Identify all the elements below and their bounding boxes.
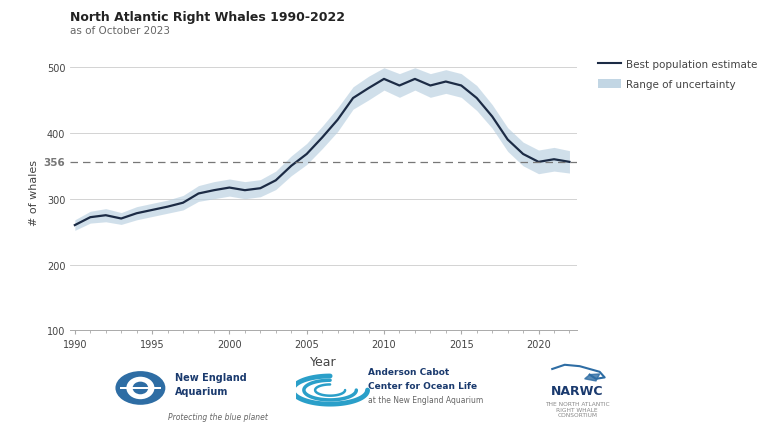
Text: Anderson Cabot: Anderson Cabot: [367, 367, 448, 376]
Text: 356: 356: [44, 158, 65, 167]
Legend: Best population estimate, Range of uncertainty: Best population estimate, Range of uncer…: [597, 60, 757, 90]
X-axis label: Year: Year: [310, 355, 337, 368]
Text: North Atlantic Right Whales 1990-2022: North Atlantic Right Whales 1990-2022: [70, 11, 346, 24]
FancyArrow shape: [120, 387, 161, 389]
Ellipse shape: [115, 371, 165, 405]
Ellipse shape: [133, 382, 148, 394]
Text: Aquarium: Aquarium: [175, 387, 228, 396]
Text: NARWC: NARWC: [551, 384, 604, 397]
Y-axis label: # of whales: # of whales: [29, 160, 38, 226]
Polygon shape: [585, 374, 600, 381]
Text: THE NORTH ATLANTIC
RIGHT WHALE
CONSORTIUM: THE NORTH ATLANTIC RIGHT WHALE CONSORTIU…: [545, 401, 609, 417]
Text: as of October 2023: as of October 2023: [70, 26, 170, 36]
Text: New England: New England: [175, 373, 246, 382]
Text: Protecting the blue planet: Protecting the blue planet: [168, 412, 268, 420]
Text: at the New England Aquarium: at the New England Aquarium: [367, 396, 483, 404]
Ellipse shape: [126, 377, 154, 399]
Text: Center for Ocean Life: Center for Ocean Life: [367, 381, 477, 390]
